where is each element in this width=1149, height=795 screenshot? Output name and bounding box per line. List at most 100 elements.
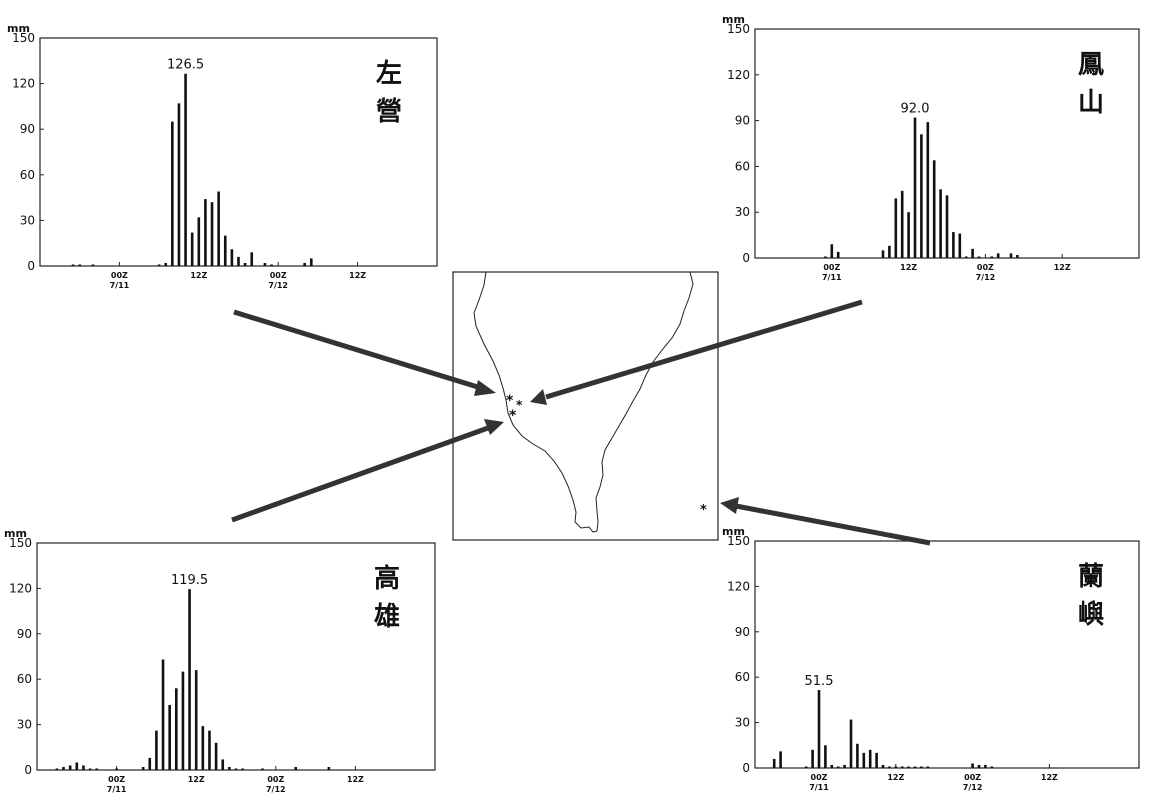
x-tick-label: 00Z bbox=[270, 271, 287, 280]
data-bar bbox=[990, 766, 994, 768]
x-tick-date-label: 7/11 bbox=[822, 273, 842, 282]
data-bar bbox=[971, 763, 974, 768]
y-tick-label: 30 bbox=[735, 205, 750, 219]
data-bar bbox=[261, 768, 264, 770]
data-bar bbox=[250, 252, 254, 266]
data-bar bbox=[920, 766, 923, 768]
x-tick-label: 12Z bbox=[347, 775, 364, 784]
data-bar bbox=[888, 766, 891, 768]
data-bar bbox=[194, 670, 198, 770]
x-tick-date-label: 7/12 bbox=[268, 281, 288, 290]
data-bar bbox=[836, 251, 840, 258]
data-bar bbox=[228, 766, 231, 770]
data-bar bbox=[875, 752, 878, 768]
data-bar bbox=[984, 764, 987, 768]
data-bar bbox=[214, 742, 218, 770]
data-bar bbox=[95, 768, 98, 770]
x-tick-label: 12Z bbox=[190, 271, 207, 280]
arrow-zuoying bbox=[233, 309, 496, 396]
station-marker: * bbox=[509, 408, 517, 424]
x-tick-date-label: 7/12 bbox=[266, 785, 286, 794]
y-tick-label: 150 bbox=[12, 31, 35, 45]
data-bar bbox=[327, 766, 331, 770]
data-bar bbox=[881, 250, 885, 258]
y-tick-label: 30 bbox=[20, 213, 35, 227]
data-bar bbox=[221, 759, 225, 770]
data-bar bbox=[263, 262, 267, 266]
x-tick-label: 12Z bbox=[900, 263, 917, 272]
data-bar bbox=[181, 671, 185, 770]
data-bar bbox=[241, 768, 244, 770]
x-tick-label: 00Z bbox=[964, 773, 981, 782]
data-bar bbox=[175, 688, 178, 770]
data-bar bbox=[804, 766, 808, 768]
data-bar bbox=[913, 766, 917, 768]
y-tick-label: 120 bbox=[727, 579, 750, 593]
data-bar bbox=[168, 704, 171, 770]
data-bar bbox=[204, 199, 207, 266]
station-marker: * bbox=[506, 393, 514, 409]
x-tick-label: 12Z bbox=[1054, 263, 1071, 272]
arrow-fengshan bbox=[530, 299, 863, 405]
y-tick-label: 90 bbox=[735, 625, 750, 639]
peak-value-label: 126.5 bbox=[167, 58, 204, 73]
station-marker: * bbox=[700, 503, 707, 518]
data-bar bbox=[270, 264, 273, 266]
data-bar bbox=[303, 262, 306, 266]
y-tick-label: 120 bbox=[727, 68, 750, 82]
station-name: 營 bbox=[376, 97, 402, 127]
data-bar bbox=[210, 202, 214, 266]
y-tick-label: 60 bbox=[17, 672, 32, 686]
y-tick-label: 90 bbox=[20, 122, 35, 136]
station-name: 左 bbox=[376, 59, 402, 89]
data-bar bbox=[939, 189, 942, 258]
data-bar bbox=[91, 264, 95, 266]
data-bar bbox=[811, 749, 814, 768]
data-bar bbox=[971, 248, 974, 258]
data-bar bbox=[184, 73, 187, 266]
data-bar bbox=[82, 765, 85, 770]
data-bar bbox=[926, 766, 930, 768]
data-bar bbox=[824, 256, 827, 258]
peak-value-label: 92.0 bbox=[901, 102, 930, 117]
data-bar bbox=[817, 690, 821, 768]
y-tick-label: 0 bbox=[27, 259, 35, 273]
data-bar bbox=[824, 745, 827, 768]
arrow-kaohsiung bbox=[231, 419, 504, 523]
y-tick-label: 0 bbox=[742, 761, 750, 775]
y-axis-unit: mm bbox=[7, 22, 30, 35]
data-bar bbox=[958, 233, 962, 258]
x-tick-date-label: 7/11 bbox=[107, 785, 127, 794]
y-tick-label: 0 bbox=[742, 251, 750, 265]
data-bar bbox=[977, 256, 981, 258]
station-name: 嶼 bbox=[1078, 600, 1104, 630]
y-tick-label: 60 bbox=[20, 168, 35, 182]
y-tick-label: 0 bbox=[24, 763, 32, 777]
data-bar bbox=[913, 117, 917, 259]
data-bar bbox=[223, 235, 227, 266]
x-tick-label: 00Z bbox=[108, 775, 125, 784]
data-bar bbox=[920, 134, 923, 258]
data-bar bbox=[830, 764, 834, 768]
west-coastline bbox=[473, 271, 598, 533]
connector-arrows bbox=[231, 299, 931, 546]
station-name: 鳳 bbox=[1078, 50, 1104, 80]
east-coastline bbox=[595, 271, 694, 532]
data-bar bbox=[900, 766, 904, 768]
y-tick-label: 150 bbox=[727, 534, 750, 548]
data-bar bbox=[243, 262, 247, 266]
y-tick-label: 120 bbox=[9, 581, 32, 595]
x-tick-label: 12Z bbox=[887, 773, 904, 782]
data-bar bbox=[868, 749, 872, 768]
station-marker: * bbox=[516, 398, 523, 412]
y-tick-label: 30 bbox=[735, 716, 750, 730]
data-bar bbox=[188, 589, 191, 770]
data-bar bbox=[309, 258, 313, 266]
data-bar bbox=[952, 232, 955, 258]
arrow-lanyu bbox=[720, 497, 931, 546]
y-tick-label: 60 bbox=[735, 159, 750, 173]
station-name: 蘭 bbox=[1078, 562, 1104, 592]
data-bar bbox=[164, 262, 168, 266]
